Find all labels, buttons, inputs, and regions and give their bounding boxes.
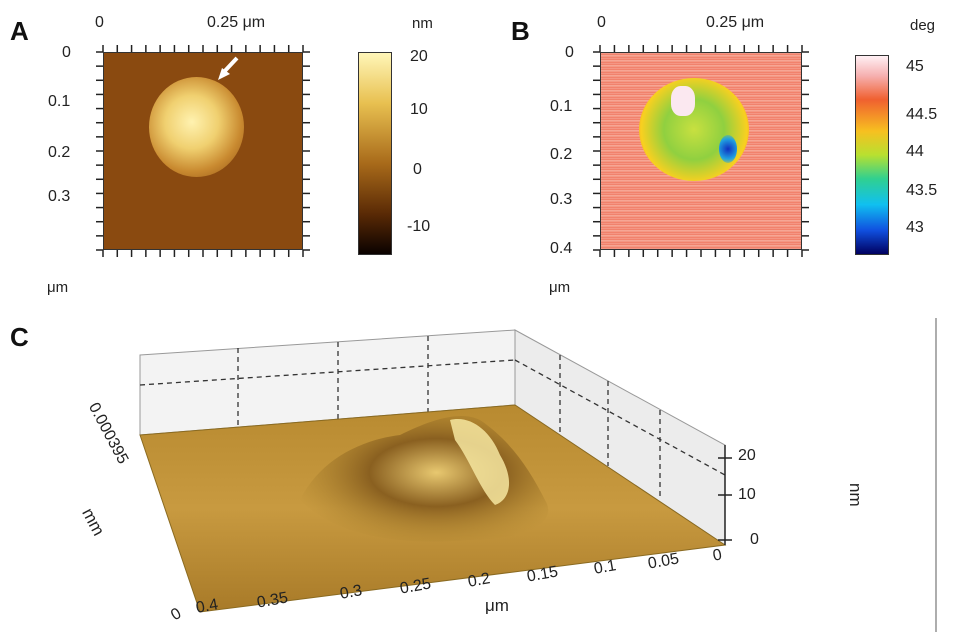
panel-b-letter: B xyxy=(511,16,530,46)
panel-b-colorbar-tick-43-5: 43.5 xyxy=(906,182,938,199)
panel-a-y-tick-3: 0.3 xyxy=(48,188,71,205)
panel-b-colorbar-tick-43: 43 xyxy=(906,219,924,236)
panel-c-z-tick-10: 10 xyxy=(738,486,756,503)
topography-colorbar xyxy=(358,52,392,255)
arrow-icon xyxy=(218,56,239,80)
topography-map xyxy=(103,52,303,250)
panel-c-x-tick-0-4: 0.4 xyxy=(194,596,220,617)
panel-c-z-tick-0: 0 xyxy=(750,531,759,548)
panel-c-letter: C xyxy=(10,322,29,352)
phase-colorbar xyxy=(855,55,889,255)
panel-c-x-tick-0-1: 0.1 xyxy=(592,557,618,578)
phase-highlight xyxy=(671,86,695,116)
panel-a-colorbar-tick-10: 10 xyxy=(410,101,428,118)
panel-b-y-tick-0: 0 xyxy=(565,44,574,61)
panel-a-colorbar-tick-0: 0 xyxy=(413,161,422,178)
topography-bump xyxy=(149,77,244,177)
panel-b-x-tick-1: 0.25 μm xyxy=(706,14,765,31)
panel-b-colorbar-tick-45: 45 xyxy=(906,58,924,75)
panel-c-x-tick-0-3: 0.3 xyxy=(338,582,364,603)
panel-b-x-tick-0: 0 xyxy=(597,14,606,31)
panel-b-colorbar-unit: deg xyxy=(910,17,936,34)
panel-a-colorbar-unit: nm xyxy=(412,15,433,32)
panel-b-y-tick-4: 0.4 xyxy=(550,240,573,257)
z-axis xyxy=(718,445,732,545)
panel-b-colorbar-tick-44-5: 44.5 xyxy=(906,106,938,123)
panel-b-y-tick-3: 0.3 xyxy=(550,191,573,208)
panel-b-y-tick-1: 0.1 xyxy=(550,98,573,115)
panel-a-y-tick-2: 0.2 xyxy=(48,144,71,161)
panel-b-y-tick-2: 0.2 xyxy=(550,146,573,163)
panel-a-y-tick-0: 0 xyxy=(62,44,71,61)
panel-a-x-tick-0: 0 xyxy=(95,14,104,31)
panel-c-x-unit: μm xyxy=(485,596,509,615)
panel-a-letter: A xyxy=(10,16,29,46)
wall-grid xyxy=(139,336,726,500)
panel-a-x-tick-1: 0.25 μm xyxy=(207,14,266,31)
panel-a-unit: μm xyxy=(47,279,69,296)
panel-b-colorbar-tick-44: 44 xyxy=(906,143,924,160)
panel-a-colorbar-tick-20: 20 xyxy=(410,48,428,65)
panel-c-x-tick-0-2: 0.2 xyxy=(466,570,492,591)
panel-a-y-tick-1: 0.1 xyxy=(48,93,71,110)
panel-b-unit: μm xyxy=(549,279,571,296)
panel-a-colorbar-tick-neg10: -10 xyxy=(407,218,431,235)
panel-c-z-unit: nm xyxy=(846,483,865,507)
surface-bump-highlight xyxy=(450,419,510,505)
phase-map xyxy=(600,52,802,250)
panel-c-z-tick-20: 20 xyxy=(738,447,756,464)
phase-low-spot xyxy=(719,135,737,163)
